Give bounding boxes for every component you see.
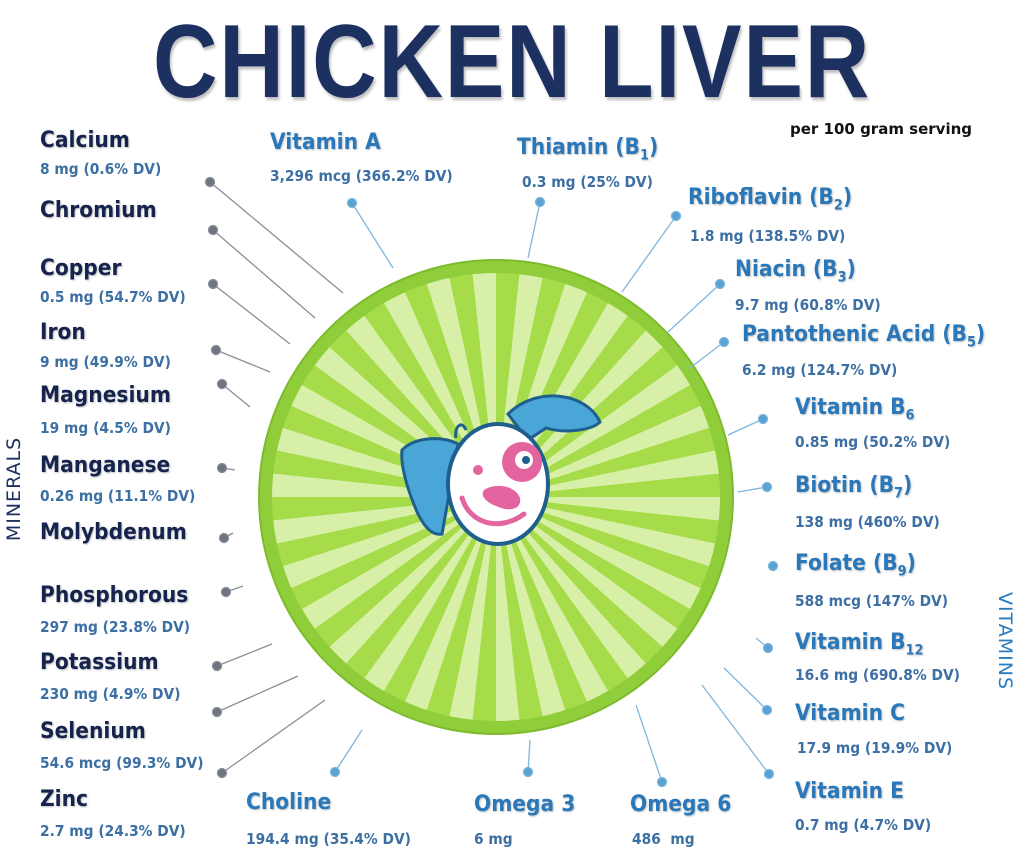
mineral-value-phosphorous: 297 mg (23.8% DV) bbox=[40, 618, 191, 636]
vitamin-value-b6: 0.85 mg (50.2% DV) bbox=[795, 433, 951, 451]
mineral-name-potassium: Potassium bbox=[40, 650, 159, 675]
vitamin-value-riboflavin: 1.8 mg (138.5% DV) bbox=[690, 227, 846, 245]
dot-phosphorous bbox=[220, 586, 232, 598]
mineral-name-manganese: Manganese bbox=[40, 453, 171, 478]
vitamin-value-a: 3,296 mcg (366.2% DV) bbox=[270, 167, 453, 185]
dot-zinc bbox=[216, 767, 228, 779]
connector-zinc bbox=[221, 699, 326, 774]
vitamin-name-pantothenic-acid: Pantothenic Acid (B5) bbox=[742, 322, 986, 351]
dot-potassium bbox=[211, 660, 223, 672]
dot-selenium bbox=[211, 706, 223, 718]
connector-iron bbox=[215, 349, 271, 373]
dot-manganese bbox=[216, 462, 228, 474]
dot-folate bbox=[767, 560, 779, 572]
dot-copper bbox=[207, 278, 219, 290]
mineral-name-selenium: Selenium bbox=[40, 719, 146, 744]
connector-selenium bbox=[216, 675, 299, 713]
vitamin-name-omega-3: Omega 3 bbox=[474, 792, 576, 817]
dot-choline bbox=[329, 766, 341, 778]
vitamin-name-thiamin: Thiamin (B1) bbox=[517, 135, 659, 164]
vitamin-name-b12: Vitamin B12 bbox=[795, 630, 924, 659]
dot-vitamin-c bbox=[761, 704, 773, 716]
mineral-value-copper: 0.5 mg (54.7% DV) bbox=[40, 288, 186, 306]
vitamin-value-c: 17.9 mg (19.9% DV) bbox=[797, 739, 953, 757]
vitamin-value-pantothenic-acid: 6.2 mg (124.7% DV) bbox=[742, 361, 898, 379]
serving-note: per 100 gram serving bbox=[790, 120, 973, 138]
dot-omega-6 bbox=[656, 776, 668, 788]
mineral-value-potassium: 230 mg (4.9% DV) bbox=[40, 685, 181, 703]
mineral-name-phosphorous: Phosphorous bbox=[40, 583, 189, 608]
mineral-name-iron: Iron bbox=[40, 320, 86, 345]
vitamin-value-thiamin: 0.3 mg (25% DV) bbox=[522, 173, 653, 191]
dot-molybdenum bbox=[218, 532, 230, 544]
vitamin-value-e: 0.7 mg (4.7% DV) bbox=[795, 816, 932, 834]
vitamin-name-c: Vitamin C bbox=[795, 701, 905, 726]
connector-potassium bbox=[216, 643, 273, 667]
vitamin-name-niacin: Niacin (B3) bbox=[735, 257, 856, 286]
mineral-value-manganese: 0.26 mg (11.1% DV) bbox=[40, 487, 196, 505]
dot-iron bbox=[210, 344, 222, 356]
vitamin-value-niacin: 9.7 mg (60.8% DV) bbox=[735, 296, 881, 314]
dot-vitamin-e bbox=[763, 768, 775, 780]
vitamin-value-b12: 16.6 mg (690.8% DV) bbox=[795, 666, 960, 684]
dot-niacin bbox=[714, 278, 726, 290]
mineral-value-zinc: 2.7 mg (24.3% DV) bbox=[40, 822, 186, 840]
dot-omega-3 bbox=[522, 766, 534, 778]
mineral-value-selenium: 54.6 mcg (99.3% DV) bbox=[40, 754, 204, 772]
vitamin-name-choline: Choline bbox=[246, 790, 332, 815]
mineral-value-iron: 9 mg (49.9% DV) bbox=[40, 353, 171, 371]
dot-magnesium bbox=[216, 378, 228, 390]
vitamin-name-folate: Folate (B9) bbox=[795, 551, 916, 580]
mineral-name-molybdenum: Molybdenum bbox=[40, 520, 187, 545]
dog-logo-icon bbox=[400, 394, 602, 546]
dot-calcium bbox=[204, 176, 216, 188]
vitamin-value-folate: 588 mcg (147% DV) bbox=[795, 592, 949, 610]
vitamin-name-riboflavin: Riboflavin (B2) bbox=[688, 185, 853, 214]
dot-chromium bbox=[207, 224, 219, 236]
vitamin-value-biotin: 138 mg (460% DV) bbox=[795, 513, 940, 531]
page-title: CHICKEN LIVER bbox=[152, 4, 872, 120]
vitamin-value-omega-6: 486 mg bbox=[632, 830, 695, 848]
mineral-value-magnesium: 19 mg (4.5% DV) bbox=[40, 419, 171, 437]
vitamin-name-omega-6: Omega 6 bbox=[630, 792, 732, 817]
dot-b12 bbox=[762, 642, 774, 654]
dot-b6 bbox=[757, 413, 769, 425]
vitamin-name-b6: Vitamin B6 bbox=[795, 395, 915, 424]
dot-vitamin-a bbox=[346, 197, 358, 209]
connector-copper bbox=[212, 283, 291, 345]
connector-magnesium bbox=[221, 383, 251, 408]
mineral-name-zinc: Zinc bbox=[40, 787, 89, 812]
vitamin-name-e: Vitamin E bbox=[795, 779, 904, 804]
mineral-name-chromium: Chromium bbox=[40, 198, 157, 223]
dot-thiamin bbox=[534, 196, 546, 208]
connector-chromium bbox=[212, 229, 316, 319]
vitamin-name-biotin: Biotin (B7) bbox=[795, 473, 913, 502]
dot-pantothenic bbox=[718, 336, 730, 348]
mineral-name-copper: Copper bbox=[40, 256, 122, 281]
vitamin-value-choline: 194.4 mg (35.4% DV) bbox=[246, 830, 411, 848]
dot-riboflavin bbox=[670, 210, 682, 222]
dot-biotin bbox=[761, 481, 773, 493]
mineral-name-magnesium: Magnesium bbox=[40, 383, 171, 408]
mineral-value-calcium: 8 mg (0.6% DV) bbox=[40, 160, 162, 178]
mineral-name-calcium: Calcium bbox=[40, 128, 130, 153]
connector-calcium bbox=[209, 181, 344, 294]
vitamin-value-omega-3: 6 mg bbox=[474, 830, 513, 848]
vitamin-name-a: Vitamin A bbox=[270, 130, 381, 155]
